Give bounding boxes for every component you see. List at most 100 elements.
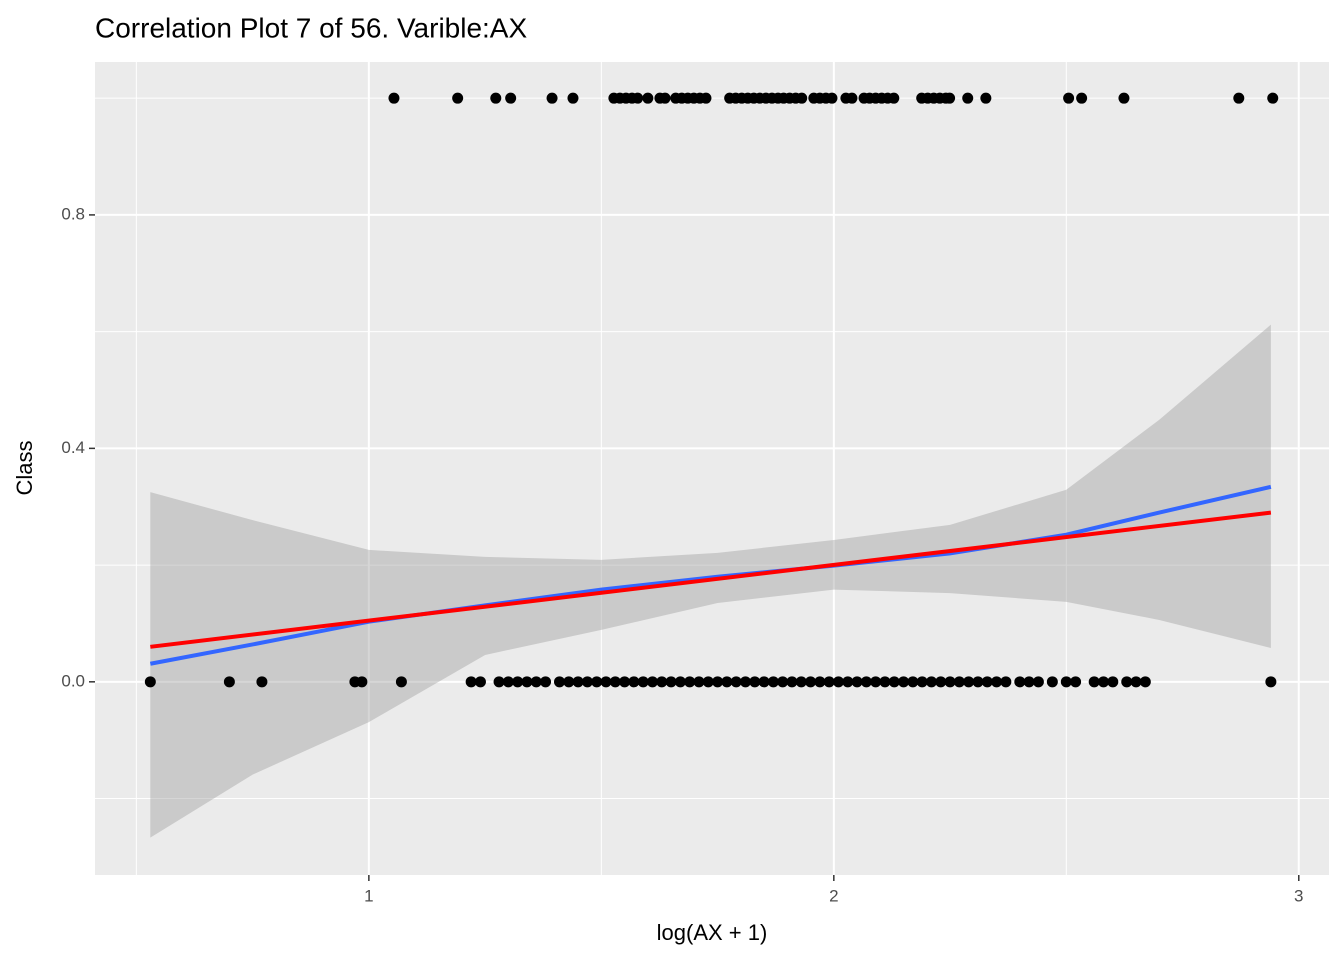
point [1000, 676, 1012, 688]
point [395, 676, 407, 688]
point [665, 676, 677, 688]
point [502, 676, 514, 688]
point [493, 676, 505, 688]
point [546, 92, 558, 104]
point [581, 676, 593, 688]
point [490, 92, 502, 104]
point [814, 676, 826, 688]
point [1107, 676, 1119, 688]
point [656, 676, 668, 688]
point [721, 676, 733, 688]
point [842, 676, 854, 688]
point [1139, 676, 1151, 688]
point [879, 676, 891, 688]
point [1076, 92, 1088, 104]
point [642, 92, 654, 104]
point [388, 92, 400, 104]
point [572, 676, 584, 688]
point [1097, 676, 1109, 688]
point [712, 676, 724, 688]
point [870, 676, 882, 688]
point [619, 676, 631, 688]
point [505, 92, 517, 104]
point [1032, 676, 1044, 688]
point [1121, 676, 1133, 688]
point [851, 676, 863, 688]
point [1063, 92, 1075, 104]
point [1046, 676, 1058, 688]
point [600, 676, 612, 688]
point [512, 676, 524, 688]
x-tick-label: 2 [829, 886, 838, 905]
point [144, 676, 156, 688]
point [981, 676, 993, 688]
point [944, 92, 956, 104]
point [767, 676, 779, 688]
point [700, 92, 712, 104]
point [256, 676, 268, 688]
point [1130, 676, 1142, 688]
y-tick-label: 0.4 [61, 438, 85, 457]
point [646, 676, 658, 688]
point [898, 676, 910, 688]
point [591, 676, 603, 688]
point [693, 676, 705, 688]
point [356, 676, 368, 688]
point [916, 676, 928, 688]
point [826, 92, 838, 104]
point [659, 92, 671, 104]
point [758, 676, 770, 688]
point [832, 676, 844, 688]
point [888, 92, 900, 104]
point [796, 92, 808, 104]
point [1118, 92, 1130, 104]
point [739, 676, 751, 688]
point [1088, 676, 1100, 688]
y-tick-label: 0.0 [61, 671, 85, 690]
point [563, 676, 575, 688]
point [553, 676, 565, 688]
point [953, 676, 965, 688]
point [730, 676, 742, 688]
point [972, 676, 984, 688]
point [805, 676, 817, 688]
point [609, 676, 621, 688]
point [1060, 676, 1072, 688]
point [1014, 676, 1026, 688]
point [786, 676, 798, 688]
point [795, 676, 807, 688]
point [846, 92, 858, 104]
point [823, 676, 835, 688]
point [637, 676, 649, 688]
point [702, 676, 714, 688]
point [1233, 92, 1245, 104]
point [465, 676, 477, 688]
point [777, 676, 789, 688]
point [991, 676, 1003, 688]
point [944, 676, 956, 688]
point [888, 676, 900, 688]
point [963, 676, 975, 688]
y-tick-label: 0.8 [61, 204, 85, 223]
point [907, 676, 919, 688]
point [632, 92, 644, 104]
point [980, 92, 992, 104]
panel [95, 62, 1329, 875]
point [1023, 676, 1035, 688]
x-tick-label: 1 [364, 886, 373, 905]
point [1265, 676, 1277, 688]
point [530, 676, 542, 688]
point [962, 92, 974, 104]
x-tick-label: 3 [1294, 886, 1303, 905]
point [925, 676, 937, 688]
point [540, 676, 552, 688]
point [684, 676, 696, 688]
y-axis-label: Class [12, 440, 37, 495]
chart-title: Correlation Plot 7 of 56. Varible:AX [95, 12, 527, 43]
point [223, 676, 235, 688]
point [935, 676, 947, 688]
point [628, 676, 640, 688]
point [1070, 676, 1082, 688]
point [1267, 92, 1279, 104]
